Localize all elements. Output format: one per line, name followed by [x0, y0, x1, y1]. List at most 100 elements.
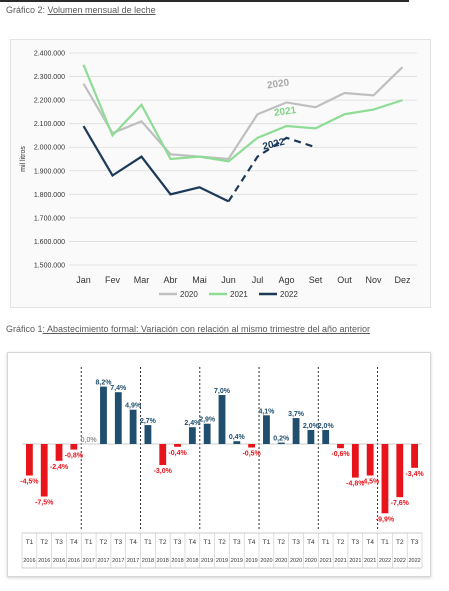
y-tick-label: 2.100.000 [34, 121, 65, 128]
quarter-label: T2 [396, 539, 404, 546]
x-tick-label: Ago [278, 275, 294, 285]
x-tick-label: Dez [394, 275, 411, 285]
bar [129, 409, 137, 444]
bar [188, 427, 196, 444]
year-label: 2018 [142, 558, 154, 564]
bar [351, 444, 359, 478]
year-label: 2019 [201, 558, 213, 564]
y-tick-label: 2.000.000 [34, 145, 65, 152]
series-line-2022-dashed [227, 136, 316, 202]
chart1-caption-title: Volumen mensual de leche [47, 5, 156, 15]
year-label: 2019 [231, 558, 243, 564]
bar [70, 444, 78, 450]
year-label: 2020 [305, 558, 317, 564]
year-label: 2021 [334, 558, 346, 564]
bar [366, 444, 374, 476]
x-tick-label: Abr [163, 275, 177, 285]
year-label: 2020 [275, 558, 287, 564]
quarter-label: T3 [352, 539, 360, 546]
bar-data-label: -4,5% [20, 479, 39, 486]
bar-data-label: -0,5% [242, 451, 261, 458]
year-label: 2022 [394, 558, 406, 564]
quarter-label: T4 [307, 539, 315, 546]
bar [381, 444, 389, 514]
quarter-label: T4 [70, 539, 78, 546]
series-line-2020 [82, 66, 404, 161]
quarter-label: T2 [218, 539, 226, 546]
year-label: 2019 [216, 558, 228, 564]
bar-data-label: -0,4% [168, 450, 187, 457]
year-label: 2016 [68, 558, 80, 564]
year-label: 2017 [112, 558, 124, 564]
bar-data-label: 2,9% [199, 417, 216, 424]
year-label: 2022 [379, 558, 391, 564]
year-label: 2018 [157, 558, 169, 564]
chart2-caption: Gráfico 1: Abastecimiento formal: Variac… [6, 324, 370, 334]
bar [337, 444, 344, 449]
bar-data-label: -4,8% [346, 481, 365, 488]
bar [144, 425, 152, 444]
quarter-label: T2 [100, 539, 108, 546]
quarter-label: T2 [337, 539, 345, 546]
quarter-label: T3 [114, 539, 122, 546]
x-tick-label: Fev [105, 275, 121, 285]
quarter-label: T1 [26, 539, 34, 546]
y-axis-label: mil litros [20, 146, 27, 172]
x-tick-label: Set [309, 275, 323, 285]
year-label: 2018 [186, 558, 198, 564]
bar [411, 444, 418, 468]
chart1-caption: Gráfico 2: Volumen mensual de leche [6, 5, 156, 15]
year-label: 2016 [38, 558, 50, 564]
bar [159, 444, 167, 465]
bar-data-label: -3,0% [154, 468, 173, 475]
year-label: 2022 [408, 558, 420, 564]
bar [100, 386, 107, 444]
year-label: 2018 [171, 558, 183, 564]
x-tick-label: Mar [134, 275, 150, 285]
y-tick-label: 2.200.000 [34, 98, 65, 105]
year-label: 2020 [260, 558, 272, 564]
x-tick-label: Jul [252, 275, 264, 285]
bar-data-label: 2,0% [318, 423, 335, 430]
milk-volume-svg: 1.500.000 1.600.000 1.700.000 1.800.000 1.90… [20, 51, 417, 299]
x-tick-label: Mai [192, 275, 207, 285]
bar-data-label: 3,7% [288, 411, 305, 418]
quarter-label: T1 [263, 539, 271, 546]
bar-data-label: 2,4% [184, 420, 201, 427]
bar-data-label: -0,8% [65, 453, 84, 460]
bar [26, 444, 33, 476]
year-label: 2017 [127, 558, 139, 564]
quarter-label: T3 [174, 539, 182, 546]
x-tick-label: Nov [365, 275, 382, 285]
chart2-caption-title: : Abastecimiento formal: Variación con r… [42, 324, 370, 334]
bar-data-label: 0,4% [229, 434, 246, 441]
bar [396, 444, 404, 498]
bar [292, 418, 300, 444]
y-tick-label: 1.900.000 [34, 168, 65, 175]
year-label: 2020 [290, 558, 302, 564]
y-tick-label: 2.300.000 [34, 74, 65, 81]
quarter-label: T4 [366, 539, 374, 546]
quarter-label: T3 [292, 539, 300, 546]
bar-data-label: -9,9% [376, 516, 395, 523]
year-label: 2021 [349, 558, 361, 564]
supply-variation-svg: -4,5% -7,5% -2,4% -0,8% 0,0% 8,2%7,4% 4,9% 2,7%… [20, 367, 425, 569]
y-tick-label: 1.600.000 [34, 239, 65, 246]
bar-data-label: 0,2% [273, 436, 290, 443]
chart2-caption-prefix: Gráfico 1 [6, 324, 43, 334]
year-label: 2016 [53, 558, 65, 564]
quarter-label: T2 [159, 539, 167, 546]
x-tick-label: Jun [221, 275, 236, 285]
bar-data-label: -7,5% [35, 500, 54, 507]
quarter-label: T3 [55, 539, 63, 546]
bar-data-label: -4,5% [361, 479, 380, 486]
quarter-label: T1 [381, 539, 389, 546]
bar-data-label: 4,1% [258, 408, 275, 415]
bar [174, 444, 181, 447]
bar [203, 423, 211, 444]
bar [55, 444, 63, 461]
quarter-label: T1 [322, 539, 330, 546]
series-line-2021 [82, 64, 403, 163]
year-label: 2017 [83, 558, 95, 564]
x-tick-label: Out [337, 275, 352, 285]
